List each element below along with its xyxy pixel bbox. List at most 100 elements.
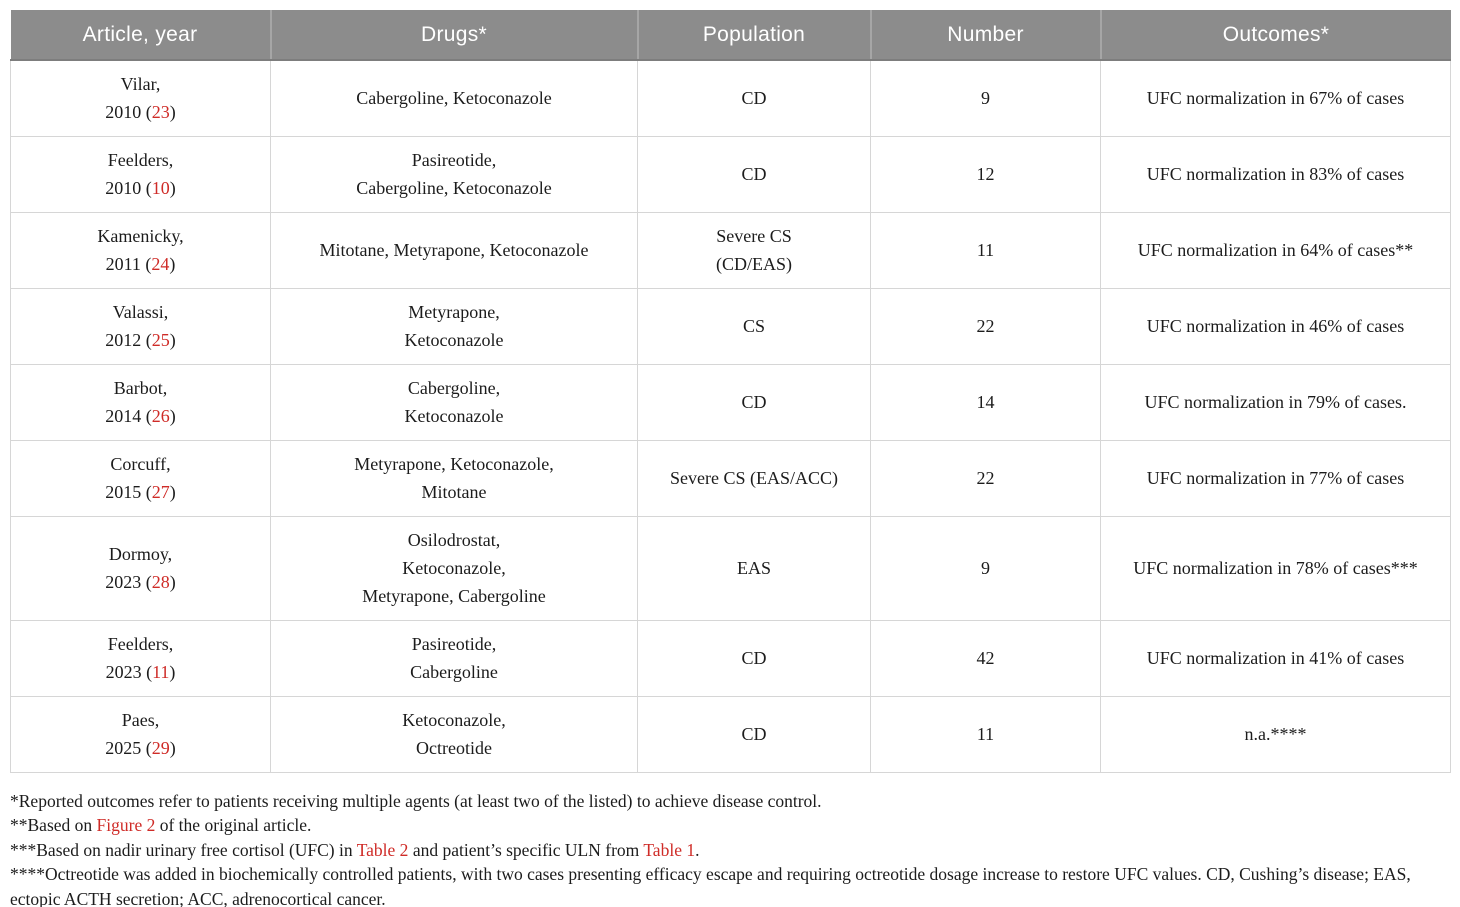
outcome-cell: UFC normalization in 77% of cases	[1100, 439, 1451, 517]
article-cell: Corcuff, 2015 (27)	[10, 439, 271, 517]
population-cell: Severe CS (CD/EAS)	[637, 211, 871, 289]
study-year-citation: 2025 (29)	[105, 738, 176, 758]
citation-ref-link[interactable]: 29	[151, 738, 170, 758]
cross-reference-link[interactable]: Table 2	[356, 839, 409, 860]
study-year-citation: 2023 (28)	[105, 572, 176, 592]
study-author: Vilar,	[120, 74, 161, 95]
footnotes: *Reported outcomes refer to patients rec…	[10, 789, 1456, 907]
number-cell: 12	[870, 135, 1101, 213]
outcome-cell: UFC normalization in 79% of cases.	[1100, 363, 1451, 441]
outcome-cell: n.a.****	[1100, 695, 1451, 773]
article-cell: Kamenicky, 2011 (24)	[10, 211, 271, 289]
column-header-population: Population	[636, 10, 871, 61]
study-author: Barbot,	[113, 378, 168, 398]
study-year-citation: 2010 (23)	[105, 102, 176, 123]
population-cell: CD	[637, 135, 871, 213]
study-year-citation: 2015 (27)	[105, 482, 176, 502]
study-author: Feelders,	[107, 150, 174, 170]
drugs-cell: Ketoconazole, Octreotide	[270, 695, 638, 773]
study-year-citation: 2011 (24)	[105, 254, 176, 274]
table-row: Dormoy, 2023 (28) Osilodrostat, Ketocona…	[10, 515, 1451, 621]
number-cell: 22	[870, 439, 1101, 517]
table-row: Paes, 2025 (29) Ketoconazole, Octreotide…	[10, 695, 1451, 773]
table-row: Vilar, 2010 (23) Cabergoline, Ketoconazo…	[10, 59, 1451, 137]
article-cell: Dormoy, 2023 (28)	[10, 515, 271, 621]
column-header-number: Number	[869, 10, 1101, 61]
article-cell: Vilar, 2010 (23)	[10, 59, 271, 137]
table-row: Corcuff, 2015 (27) Metyrapone, Ketoconaz…	[10, 439, 1451, 517]
footnote-text: and patient’s specific ULN from	[408, 839, 644, 860]
study-author: Kamenicky,	[97, 226, 184, 246]
footnote: **Based on Figure 2 of the original arti…	[10, 813, 1456, 838]
drugs-cell: Metyrapone, Ketoconazole, Mitotane	[270, 439, 638, 517]
population-cell: CD	[637, 363, 871, 441]
table-row: Feelders, 2023 (11) Pasireotide, Cabergo…	[10, 619, 1451, 697]
studies-table: Article, year Drugs* Population Number O…	[10, 10, 1451, 773]
footnote-text: **Based on	[10, 815, 97, 835]
footnote-text: ****Octreotide was added in biochemicall…	[10, 864, 1411, 907]
number-cell: 42	[870, 619, 1101, 697]
population-cell: Severe CS (EAS/ACC)	[637, 439, 871, 517]
study-author: Paes,	[121, 710, 160, 730]
footnote-text: ***Based on nadir urinary free cortisol …	[10, 839, 357, 860]
outcome-cell: UFC normalization in 41% of cases	[1100, 619, 1451, 697]
table-body: Vilar, 2010 (23) Cabergoline, Ketoconazo…	[10, 59, 1451, 773]
drugs-cell: Pasireotide, Cabergoline, Ketoconazole	[270, 135, 638, 213]
article-cell: Valassi, 2012 (25)	[10, 287, 271, 365]
column-header-article-year: Article, year	[10, 10, 271, 61]
citation-ref-link[interactable]: 28	[151, 572, 170, 592]
population-cell: CS	[637, 287, 871, 365]
drugs-cell: Cabergoline, Ketoconazole	[270, 59, 638, 137]
citation-ref-link[interactable]: 23	[151, 102, 170, 123]
table-row: Valassi, 2012 (25) Metyrapone, Ketoconaz…	[10, 287, 1451, 365]
citation-ref-link[interactable]: 25	[151, 330, 170, 350]
number-cell: 9	[870, 59, 1101, 137]
citation-ref-link[interactable]: 27	[151, 482, 170, 502]
population-cell: CD	[637, 59, 871, 137]
number-cell: 22	[870, 287, 1101, 365]
article-cell: Feelders, 2010 (10)	[10, 135, 271, 213]
study-year-citation: 2014 (26)	[105, 406, 176, 426]
table-row: Feelders, 2010 (10) Pasireotide, Cabergo…	[10, 135, 1451, 213]
population-cell: CD	[637, 619, 871, 697]
article-cell: Paes, 2025 (29)	[10, 695, 271, 773]
footnote: ****Octreotide was added in biochemicall…	[10, 862, 1456, 907]
drugs-cell: Pasireotide, Cabergoline	[270, 619, 638, 697]
drugs-cell: Cabergoline, Ketoconazole	[270, 363, 638, 441]
citation-ref-link[interactable]: 11	[152, 662, 170, 682]
article-cell: Barbot, 2014 (26)	[10, 363, 271, 441]
citation-ref-link[interactable]: 10	[151, 178, 170, 198]
cross-reference-link[interactable]: Table 1	[643, 839, 696, 860]
outcome-cell: UFC normalization in 67% of cases	[1100, 59, 1451, 137]
citation-ref-link[interactable]: 24	[151, 254, 170, 274]
study-author: Valassi,	[112, 302, 169, 322]
footnote-text: *Reported outcomes refer to patients rec…	[10, 790, 822, 811]
number-cell: 9	[870, 515, 1101, 621]
outcome-cell: UFC normalization in 78% of cases***	[1100, 515, 1451, 621]
outcome-cell: UFC normalization in 64% of cases**	[1100, 211, 1451, 289]
outcome-cell: UFC normalization in 83% of cases	[1100, 135, 1451, 213]
study-year-citation: 2012 (25)	[105, 330, 176, 350]
outcome-cell: UFC normalization in 46% of cases	[1100, 287, 1451, 365]
article-cell: Feelders, 2023 (11)	[10, 619, 271, 697]
footnote-text: .	[695, 839, 700, 860]
number-cell: 11	[870, 211, 1101, 289]
drugs-cell: Mitotane, Metyrapone, Ketoconazole	[270, 211, 638, 289]
number-cell: 11	[870, 695, 1101, 773]
drugs-cell: Osilodrostat, Ketoconazole, Metyrapone, …	[270, 515, 638, 621]
footnote: ***Based on nadir urinary free cortisol …	[10, 838, 1456, 863]
column-header-drugs: Drugs*	[269, 10, 638, 61]
cross-reference-link[interactable]: Figure 2	[96, 815, 156, 835]
table-row: Barbot, 2014 (26) Cabergoline, Ketoconaz…	[10, 363, 1451, 441]
drugs-cell: Metyrapone, Ketoconazole	[270, 287, 638, 365]
table-row: Kamenicky, 2011 (24) Mitotane, Metyrapon…	[10, 211, 1451, 289]
footnote: *Reported outcomes refer to patients rec…	[10, 789, 1456, 814]
citation-ref-link[interactable]: 26	[151, 406, 170, 426]
population-cell: EAS	[637, 515, 871, 621]
study-year-citation: 2023 (11)	[105, 662, 176, 682]
column-header-outcomes: Outcomes*	[1099, 10, 1451, 61]
footnote-text: of the original article.	[155, 815, 312, 835]
population-cell: CD	[637, 695, 871, 773]
study-author: Corcuff,	[110, 454, 171, 474]
